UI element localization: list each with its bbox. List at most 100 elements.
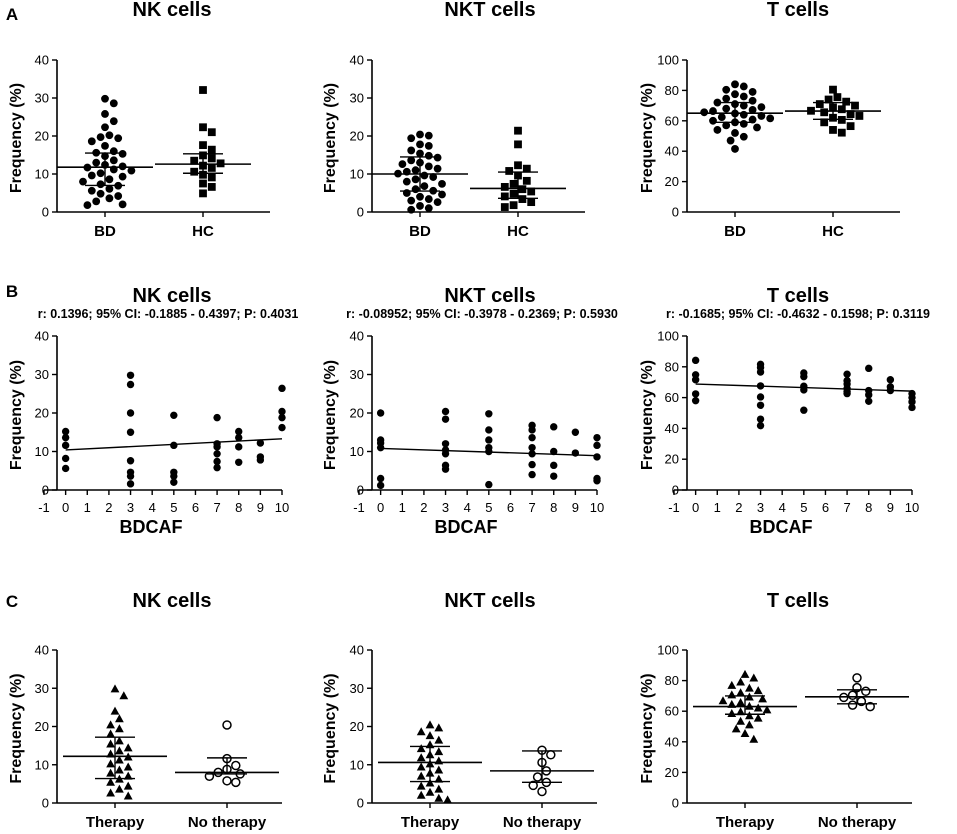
x-axis-label: BDCAF (750, 517, 813, 537)
data-point (123, 781, 133, 790)
data-point (717, 113, 726, 122)
data-point (514, 161, 522, 170)
data-point (199, 170, 207, 179)
data-point (115, 724, 124, 733)
data-point (756, 421, 765, 430)
data-point (713, 126, 722, 134)
data-point (126, 480, 135, 488)
data-point (550, 423, 558, 431)
chart-title: T cells (767, 590, 829, 612)
data-point (443, 795, 452, 804)
y-tick-label: 80 (665, 673, 679, 688)
data-point (235, 443, 243, 451)
data-point (411, 166, 420, 175)
chart-title: NKT cells (444, 590, 535, 612)
data-point (908, 398, 916, 406)
x-tick-label: 6 (192, 500, 199, 515)
y-tick-label: 30 (350, 91, 364, 106)
data-point (106, 777, 115, 786)
y-tick-label: 100 (657, 53, 679, 68)
data-point (407, 134, 416, 143)
data-point (700, 108, 709, 117)
data-point (416, 130, 424, 139)
data-point (749, 734, 759, 743)
data-point (800, 406, 808, 414)
y-axis-label: Frequency (%) (322, 360, 339, 470)
data-point (416, 727, 426, 736)
data-point (416, 771, 426, 780)
data-point (101, 110, 109, 118)
data-point (199, 86, 207, 94)
data-point (199, 179, 207, 188)
data-point (550, 447, 558, 456)
data-point (691, 376, 700, 384)
data-point (170, 441, 178, 450)
panel-a-2: NKT cells Frequency (%) 0 10 20 30 40 BD HC (322, 0, 585, 240)
data-point (127, 166, 136, 175)
category-label: HC (192, 223, 214, 240)
data-point (61, 454, 70, 463)
data-point (739, 101, 748, 110)
data-point (434, 723, 444, 732)
data-point (571, 428, 580, 436)
data-point (441, 440, 450, 448)
y-tick-label: 40 (35, 329, 49, 344)
data-point (528, 443, 536, 452)
data-point (114, 134, 123, 143)
y-axis-label: Frequency (%) (639, 360, 656, 470)
data-point (518, 195, 527, 203)
x-tick-label: -1 (38, 500, 50, 515)
data-point (833, 93, 842, 101)
data-point (815, 100, 824, 108)
data-point (105, 184, 114, 193)
data-point (593, 477, 601, 485)
data-point (843, 370, 851, 378)
data-point (855, 112, 864, 120)
x-tick-label: 0 (62, 500, 69, 515)
y-tick-label: 30 (35, 681, 49, 696)
data-point (593, 441, 601, 450)
data-point (727, 709, 737, 718)
data-point (731, 724, 741, 733)
x-tick-label: 7 (213, 500, 220, 515)
y-tick-label: 10 (350, 167, 364, 182)
data-point (485, 480, 493, 489)
data-point (528, 780, 538, 791)
data-point (908, 403, 916, 412)
y-axis-label: Frequency (%) (322, 83, 339, 193)
data-point (593, 433, 601, 442)
data-point (514, 126, 522, 135)
data-point (123, 791, 133, 800)
data-point (766, 114, 775, 123)
y-tick-label: 20 (35, 719, 49, 734)
data-point (106, 768, 115, 777)
x-tick-label: 8 (865, 500, 872, 515)
data-point (847, 700, 858, 710)
panel-label-a: A (6, 5, 18, 24)
data-point (434, 784, 444, 793)
data-point (420, 182, 429, 191)
y-tick-label: 0 (672, 796, 679, 811)
data-point (745, 683, 754, 692)
panel-label-c: C (6, 592, 18, 611)
chart-title: NKT cells (444, 285, 535, 307)
data-point (757, 103, 766, 112)
data-point (106, 729, 115, 738)
data-point (434, 774, 444, 783)
x-tick-label: 8 (235, 500, 242, 515)
data-point (126, 428, 135, 436)
data-point (398, 160, 407, 169)
category-label: HC (507, 223, 529, 240)
data-point (727, 680, 737, 689)
data-point (571, 449, 580, 457)
y-tick-label: 20 (665, 452, 679, 467)
y-tick-label: 40 (665, 734, 679, 749)
y-tick-label: 30 (350, 681, 364, 696)
data-point (92, 197, 101, 206)
data-point (691, 390, 700, 398)
data-point (126, 472, 135, 480)
x-tick-label: 2 (420, 500, 427, 515)
data-point (745, 711, 754, 720)
data-point (727, 690, 737, 699)
